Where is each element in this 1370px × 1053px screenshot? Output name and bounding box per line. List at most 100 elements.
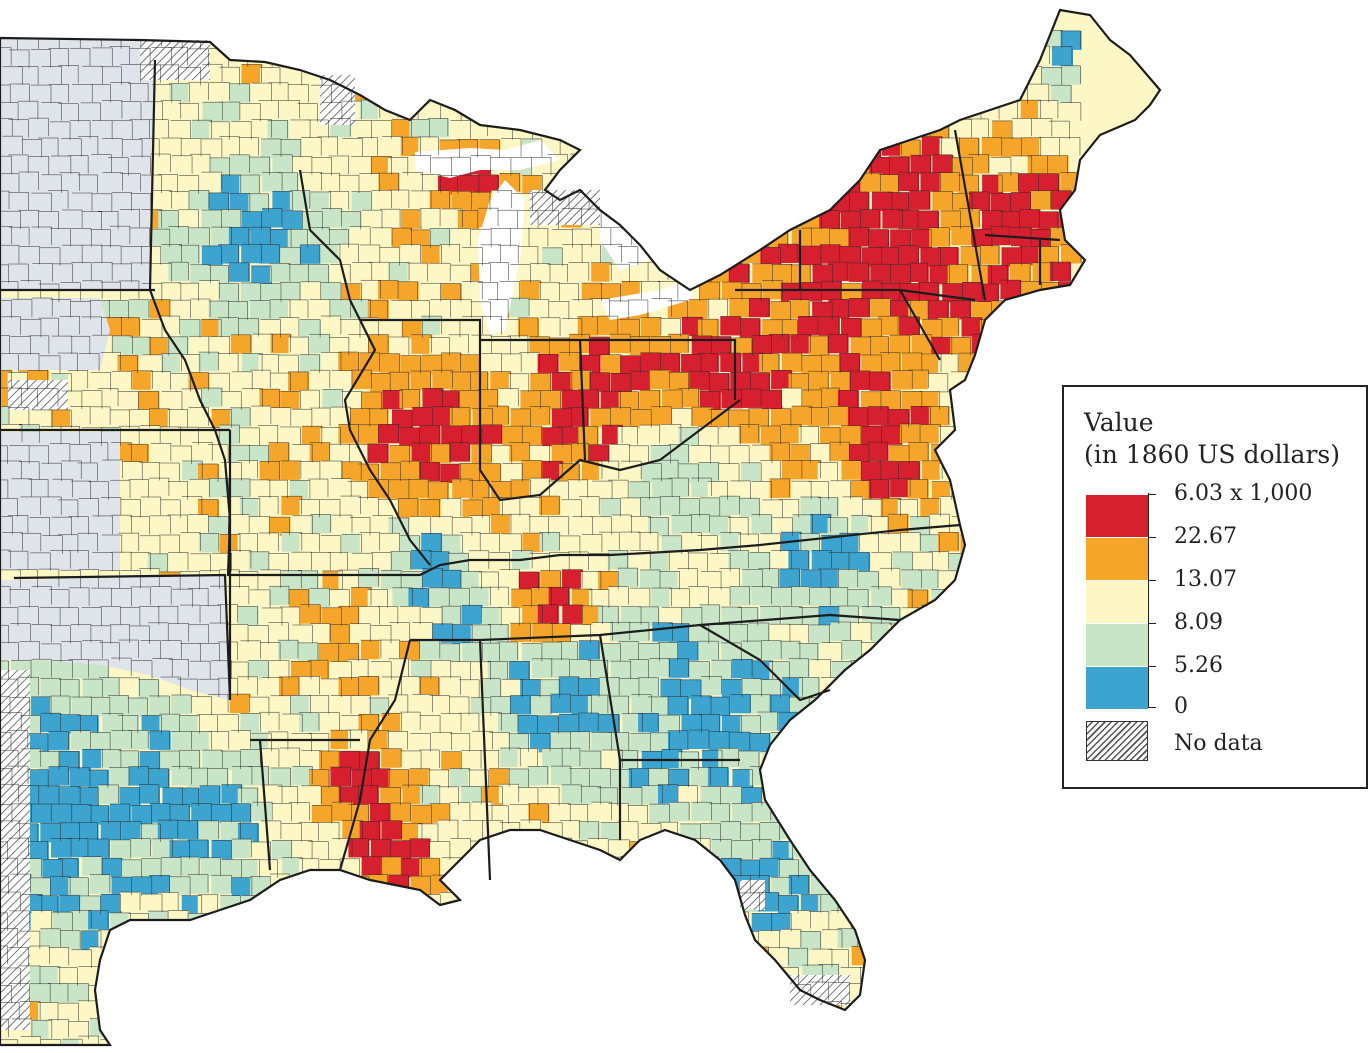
county-boundary: [140, 496, 162, 515]
county-cell: [379, 533, 401, 553]
county-boundary: [358, 424, 379, 443]
county-boundary: [522, 532, 543, 552]
county-cell: [391, 228, 413, 248]
county-cell: [509, 661, 531, 681]
county-boundary: [748, 408, 769, 427]
county-boundary: [557, 641, 578, 660]
county-cell: [31, 696, 53, 716]
county-cell: [938, 317, 960, 337]
county-boundary: [110, 479, 131, 499]
county-boundary: [1038, 246, 1059, 265]
county-boundary: [658, 459, 679, 479]
county-cell: [618, 641, 640, 661]
county-boundary: [449, 407, 471, 426]
county-boundary: [31, 624, 52, 643]
county-boundary: [9, 226, 30, 246]
county-boundary: [421, 533, 442, 552]
county-cell: [630, 516, 652, 536]
county-boundary: [91, 193, 113, 212]
county-cell: [539, 282, 561, 302]
county-cell: [47, 983, 69, 1003]
county-cell: [48, 766, 70, 786]
county-boundary: [250, 589, 271, 608]
county-boundary: [688, 625, 710, 644]
county-boundary: [129, 625, 150, 644]
county-cell: [421, 245, 443, 265]
county-boundary: [468, 480, 490, 499]
county-cell: [278, 317, 300, 337]
county-boundary: [691, 477, 712, 497]
county-cell: [720, 353, 742, 373]
county-boundary: [749, 372, 770, 391]
county-boundary: [579, 354, 600, 374]
county-cell: [359, 532, 381, 552]
county-cell: [197, 714, 219, 734]
county-boundary: [308, 119, 329, 138]
county-cell: [740, 715, 762, 735]
county-boundary: [132, 660, 153, 679]
county-cell: [667, 300, 689, 320]
county-cell: [917, 569, 939, 589]
county-cell: [929, 227, 951, 247]
county-cell: [170, 120, 192, 140]
county-boundary: [139, 535, 161, 554]
county-boundary: [529, 477, 550, 497]
county-cell: [209, 121, 231, 141]
county-boundary: [42, 535, 63, 554]
county-cell: [699, 391, 721, 411]
county-boundary: [128, 83, 149, 102]
county-boundary: [861, 605, 882, 625]
county-boundary: [450, 120, 471, 139]
county-cell: [800, 460, 822, 480]
county-boundary: [69, 47, 91, 67]
county-cell: [777, 895, 799, 915]
county-boundary: [499, 319, 520, 338]
county-cell: [220, 751, 242, 771]
county-boundary: [410, 155, 431, 174]
county-cell: [268, 442, 290, 462]
county-cell: [251, 733, 273, 753]
county-cell: [268, 553, 290, 573]
county-boundary: [167, 409, 188, 428]
county-cell: [142, 354, 164, 374]
county-cell: [230, 550, 252, 570]
county-boundary: [32, 297, 53, 317]
county-cell: [591, 802, 613, 822]
county-boundary: [351, 156, 372, 175]
county-boundary: [19, 461, 40, 480]
county-cell: [409, 768, 431, 788]
county-cell: [921, 319, 943, 339]
county-cell: [688, 625, 710, 645]
county-boundary: [588, 589, 610, 608]
county-boundary: [868, 479, 890, 498]
county-cell: [331, 478, 353, 498]
county-boundary: [457, 139, 478, 158]
county-boundary: [219, 101, 241, 121]
county-boundary: [581, 282, 602, 302]
county-boundary: [990, 193, 1011, 212]
county-boundary: [897, 499, 918, 518]
county-cell: [388, 190, 410, 210]
county-boundary: [958, 174, 979, 194]
county-cell: [461, 750, 483, 770]
county-boundary: [310, 514, 331, 533]
county-cell: [440, 463, 462, 483]
county-cell: [209, 373, 231, 393]
county-cell: [339, 319, 361, 339]
county-boundary: [868, 336, 889, 355]
county-cell: [361, 391, 383, 411]
county-boundary: [100, 497, 122, 516]
county-boundary: [1, 460, 22, 479]
county-cell: [382, 136, 404, 156]
county-cell: [320, 427, 342, 447]
county-cell: [297, 570, 319, 590]
county-cell: [649, 370, 671, 390]
county-boundary: [741, 640, 762, 660]
county-cell: [689, 661, 711, 681]
county-cell: [388, 479, 410, 499]
county-boundary: [439, 244, 460, 263]
county-cell: [679, 498, 701, 518]
county-boundary: [421, 315, 442, 335]
county-cell: [219, 102, 241, 122]
county-cell: [100, 352, 122, 372]
